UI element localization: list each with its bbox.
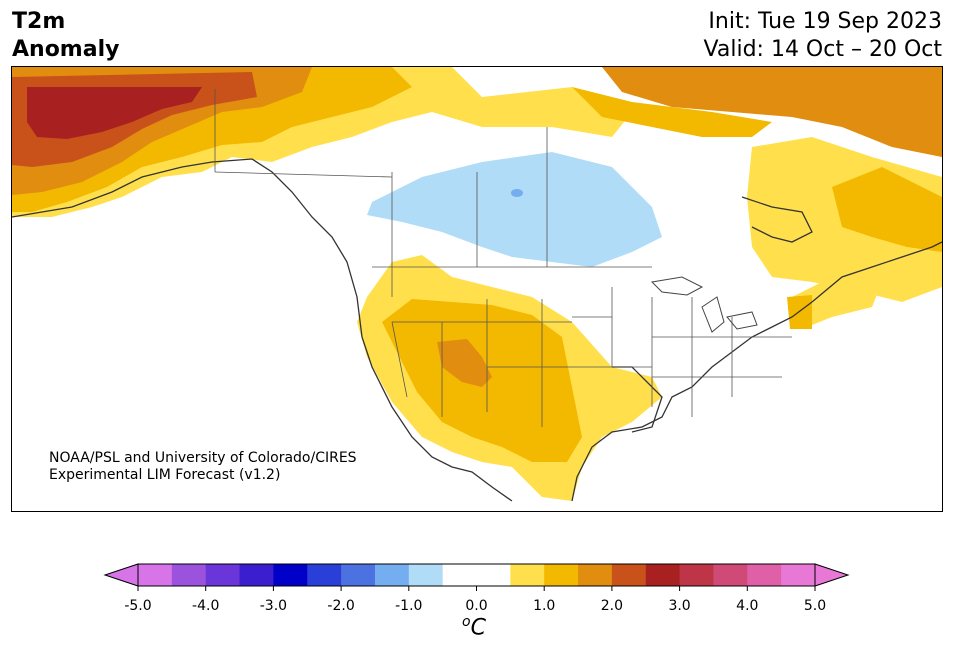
colorbar-cell [713, 564, 748, 586]
colorbar-cell [747, 564, 782, 586]
forecast-dates: Init: Tue 19 Sep 2023 Valid: 14 Oct – 20… [704, 8, 942, 64]
colorbar-under-arrow [103, 563, 139, 587]
colorbar-cell [341, 564, 376, 586]
colorbar-tick-label: 1.0 [533, 598, 555, 614]
anomaly-region-southwest-darkorange [437, 339, 492, 387]
colorbar-tick-label: 2.0 [601, 598, 623, 614]
credit-line-1: NOAA/PSL and University of Colorado/CIRE… [49, 450, 357, 466]
colorbar-tick-label: -4.0 [192, 598, 219, 614]
anomaly-region-arctic-yellow [572, 87, 772, 137]
colorbar-cell [408, 564, 444, 586]
colorbar-tick-label: -3.0 [260, 598, 287, 614]
colorbar-cell [611, 564, 647, 586]
colorbar-cell [273, 564, 308, 586]
title-line-2: Anomaly [12, 37, 120, 62]
anomaly-region-quebec-orange [832, 167, 942, 252]
credit-line-2: Experimental LIM Forecast (v1.2) [49, 467, 281, 483]
valid-period: Valid: 14 Oct – 20 Oct [703, 37, 942, 62]
colorbar-tick-label: -1.0 [395, 598, 422, 614]
anomaly-region-arctic-orange [602, 67, 942, 157]
colorbar-cell [138, 564, 173, 586]
colorbar-tick-label: 3.0 [668, 598, 690, 614]
colorbar-unit: oC [462, 614, 486, 640]
colorbar-cell [544, 564, 579, 586]
colorbar-cell [205, 564, 241, 586]
great-lakes [650, 276, 758, 333]
colorbar-tick-label: -2.0 [327, 598, 354, 614]
colorbar-cells [137, 563, 816, 587]
colorbar-tick-label: 0.0 [465, 598, 487, 614]
colorbar-cell [374, 564, 410, 586]
anomaly-region-maritimes-yellow [792, 272, 882, 329]
anomaly-region-alaska-red [27, 87, 202, 139]
colorbar-cell [476, 564, 511, 586]
colorbar-tick-label: 4.0 [736, 598, 758, 614]
colorbar: -5.0 -4.0 -3.0 -2.0 -1.0 0.0 1.0 2.0 3.0 4.0 5.0 [103, 563, 850, 614]
anomaly-region-plains-cold [367, 152, 662, 267]
colorbar-cell [781, 564, 816, 586]
anomaly-map [11, 66, 943, 512]
colorbar-cell [679, 564, 714, 586]
colorbar-tick-label: 5.0 [804, 598, 826, 614]
colorbar-tick-label: -5.0 [124, 598, 151, 614]
state-province-lines [214, 89, 792, 427]
credit-text: NOAA/PSL and University of Colorado/CIRE… [49, 450, 357, 484]
colorbar-cell [171, 564, 207, 586]
colorbar-cell [578, 564, 613, 586]
title-line-1: T2m [12, 9, 66, 34]
colorbar-cell [239, 564, 274, 586]
unit-base: C [470, 615, 486, 641]
map-title: T2m Anomaly [12, 8, 119, 64]
colorbar-cell [307, 564, 342, 586]
map-canvas [12, 67, 942, 511]
colorbar-ticks: -5.0 -4.0 -3.0 -2.0 -1.0 0.0 1.0 2.0 3.0 4.0 5.0 [124, 586, 826, 614]
unit-superscript: o [462, 614, 471, 630]
anomaly-region-plains-cold-spot [511, 189, 523, 197]
colorbar-over-arrow [814, 563, 850, 587]
colorbar-cell [645, 564, 681, 586]
colorbar-cell [510, 564, 545, 586]
colorbar-cell [442, 564, 477, 586]
init-date: Init: Tue 19 Sep 2023 [708, 9, 942, 34]
